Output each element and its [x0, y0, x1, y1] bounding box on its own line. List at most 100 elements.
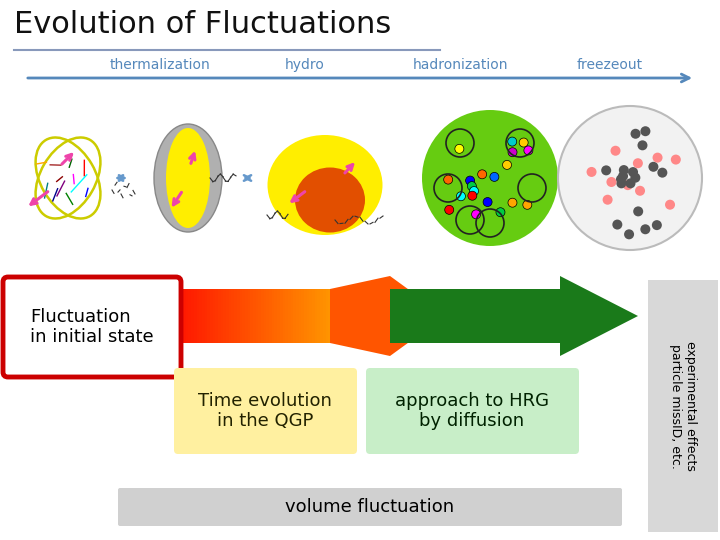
Bar [204, 289, 208, 343]
Bar [372, 289, 375, 343]
Bar [387, 289, 391, 343]
Ellipse shape [295, 167, 365, 233]
Bar [307, 289, 310, 343]
Bar [229, 289, 233, 343]
Bar [183, 289, 186, 343]
Circle shape [633, 158, 643, 168]
FancyBboxPatch shape [3, 277, 181, 377]
Bar [363, 289, 366, 343]
Bar [352, 289, 356, 343]
Bar [382, 289, 386, 343]
Circle shape [444, 175, 453, 184]
Circle shape [616, 178, 626, 188]
Circle shape [601, 165, 611, 176]
Bar [347, 289, 351, 343]
Bar [253, 289, 256, 343]
Bar [194, 289, 197, 343]
Bar [296, 289, 300, 343]
Circle shape [466, 176, 474, 185]
Circle shape [628, 167, 638, 177]
Bar [261, 289, 265, 343]
Bar [384, 289, 388, 343]
Circle shape [611, 146, 621, 156]
Bar [280, 289, 284, 343]
Bar [231, 289, 235, 343]
Circle shape [624, 230, 634, 239]
Bar [258, 289, 262, 343]
Bar [331, 289, 335, 343]
Circle shape [652, 220, 662, 230]
Bar [285, 289, 289, 343]
Circle shape [630, 173, 640, 183]
Ellipse shape [154, 124, 222, 232]
Circle shape [587, 167, 597, 177]
Circle shape [649, 162, 658, 172]
Bar [293, 289, 297, 343]
Bar [350, 289, 354, 343]
Bar [301, 289, 305, 343]
Circle shape [631, 129, 641, 139]
Ellipse shape [268, 135, 382, 235]
Circle shape [477, 170, 487, 179]
Circle shape [456, 192, 465, 201]
Bar [320, 289, 324, 343]
Circle shape [523, 200, 532, 210]
Bar [390, 289, 560, 343]
Bar [175, 289, 179, 343]
Bar [218, 289, 222, 343]
Circle shape [508, 148, 517, 157]
Circle shape [657, 167, 667, 178]
Circle shape [469, 186, 479, 195]
Circle shape [671, 154, 681, 165]
Circle shape [626, 178, 636, 188]
Circle shape [623, 180, 633, 190]
Bar [648, 280, 718, 532]
Bar [248, 289, 251, 343]
Bar [288, 289, 292, 343]
Text: volume fluctuation: volume fluctuation [285, 498, 454, 516]
Bar [315, 289, 318, 343]
Bar [299, 289, 302, 343]
Bar [333, 289, 337, 343]
Circle shape [472, 210, 481, 219]
Bar [271, 289, 276, 343]
Bar [240, 289, 243, 343]
Bar [374, 289, 377, 343]
Bar [339, 289, 343, 343]
Bar [251, 289, 254, 343]
Circle shape [618, 165, 629, 175]
Text: hadronization: hadronization [413, 58, 508, 72]
Bar [312, 289, 316, 343]
Bar [242, 289, 246, 343]
Bar [221, 289, 225, 343]
Bar [181, 289, 184, 343]
Circle shape [635, 186, 645, 196]
Text: approach to HRG
by diffusion: approach to HRG by diffusion [395, 392, 549, 430]
Bar [274, 289, 278, 343]
Text: freezeout: freezeout [577, 58, 643, 72]
Bar [358, 289, 361, 343]
Bar [341, 289, 346, 343]
Polygon shape [560, 276, 638, 356]
Bar [178, 289, 181, 343]
Circle shape [422, 110, 558, 246]
Circle shape [524, 146, 533, 155]
Polygon shape [330, 276, 445, 356]
Bar [318, 289, 321, 343]
Circle shape [606, 177, 616, 187]
Circle shape [508, 198, 517, 207]
Circle shape [603, 195, 613, 205]
Circle shape [455, 144, 464, 153]
Circle shape [612, 220, 622, 229]
Circle shape [640, 126, 650, 136]
Bar [226, 289, 230, 343]
Circle shape [652, 153, 662, 163]
Text: Fluctuation
in initial state: Fluctuation in initial state [30, 308, 154, 346]
Bar [344, 289, 348, 343]
Bar [237, 289, 240, 343]
Bar [245, 289, 248, 343]
Bar [379, 289, 383, 343]
Bar [369, 289, 372, 343]
Bar [234, 289, 238, 343]
Circle shape [558, 106, 702, 250]
